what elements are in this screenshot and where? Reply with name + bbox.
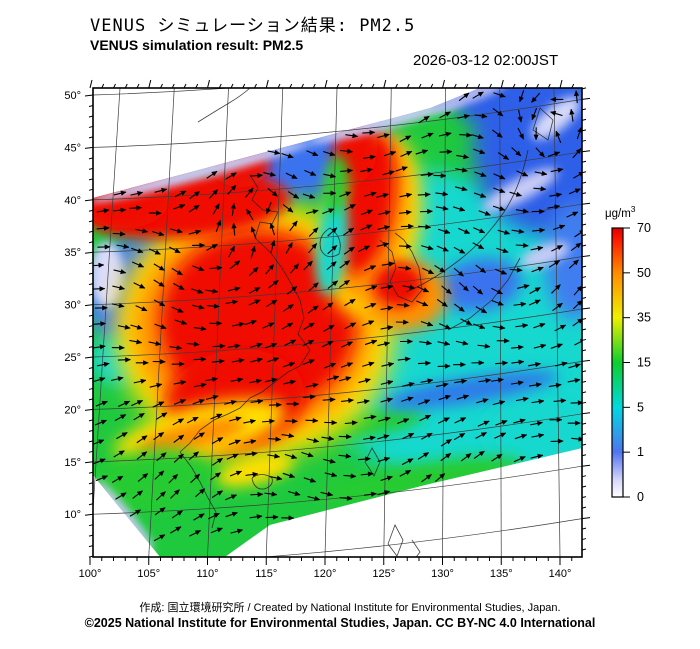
colorbar-tick-label: 1 (637, 445, 644, 459)
y-tick-label: 50° (64, 90, 81, 102)
parallel-line (260, 518, 582, 557)
colorbar-gradient (612, 228, 623, 497)
colorbar-tick-label: 0 (637, 490, 644, 504)
colorbar-tick-label: 35 (637, 311, 651, 325)
map-frame (92, 87, 583, 558)
y-tick-label: 30° (64, 300, 81, 312)
colorbar-tick-label: 5 (637, 400, 644, 414)
colorbar-tick-label: 50 (637, 266, 651, 280)
parallel-line (93, 308, 582, 358)
meridian-line (442, 88, 446, 557)
x-tick-label: 125° (372, 568, 395, 580)
y-tick-label: 25° (64, 352, 81, 364)
x-tick-label: 115° (255, 568, 277, 580)
y-tick-label: 20° (64, 404, 81, 416)
coastline-path (405, 149, 529, 293)
colorbar: 70 50 35 15 5 1 0 μg/m3 (605, 204, 651, 504)
axis-ticks (84, 79, 591, 565)
y-tick-label: 15° (64, 457, 81, 469)
coastline-path (532, 107, 554, 141)
x-tick-label: 130° (431, 568, 454, 580)
parallel-line (93, 99, 582, 148)
coastline-path (251, 474, 273, 490)
x-tick-label: 120° (314, 568, 337, 580)
x-axis-labels: 100° 105° 110° 115° 120° 125° 130° 135° 140° (79, 568, 572, 580)
meridian-line (93, 88, 121, 516)
colorbar-tick-label: 15 (637, 356, 651, 370)
parallel-line (93, 413, 582, 463)
x-tick-label: 135° (490, 568, 513, 580)
coastline-path (447, 257, 521, 331)
x-tick-label: 110° (197, 568, 219, 580)
parallel-line (93, 151, 582, 201)
y-axis-labels: 50° 45° 40° 35° 30° 25° 20° 15° 10° (64, 90, 81, 521)
colorbar-tick-label: 70 (637, 221, 651, 235)
meridian-line (265, 88, 284, 557)
coastline-path (387, 524, 404, 557)
copyright-line: ©2025 National Institute for Environment… (84, 616, 596, 630)
x-tick-label: 100° (79, 568, 102, 580)
y-tick-label: 35° (64, 247, 81, 259)
meridian-line (553, 88, 561, 557)
pm25-field (93, 88, 582, 557)
coastline-path (179, 174, 311, 453)
y-tick-label: 10° (64, 509, 81, 521)
coastline-path (197, 88, 251, 123)
meridian-line (324, 88, 338, 557)
x-tick-label: 140° (549, 568, 572, 580)
coastline-path (411, 539, 421, 557)
credit-line: 作成: 国立環境研究所 / Created by National Instit… (139, 602, 561, 614)
page-title-japanese: VENUS シミュレーション結果: PM2.5 (90, 16, 416, 36)
x-tick-label: 105° (137, 568, 160, 580)
valid-time-label: 2026-03-12 02:00JST (413, 52, 559, 69)
wind-vectors (93, 89, 582, 542)
parallel-line (93, 361, 582, 410)
coastline-path (379, 232, 423, 303)
y-tick-label: 40° (64, 195, 81, 207)
parallel-line (93, 88, 235, 96)
meridian-line (148, 88, 175, 557)
y-tick-label: 45° (64, 142, 81, 154)
coastline-path (319, 227, 341, 258)
page-title-english: VENUS simulation result: PM2.5 (90, 37, 304, 53)
colorbar-unit-label: μg/m3 (605, 204, 636, 220)
